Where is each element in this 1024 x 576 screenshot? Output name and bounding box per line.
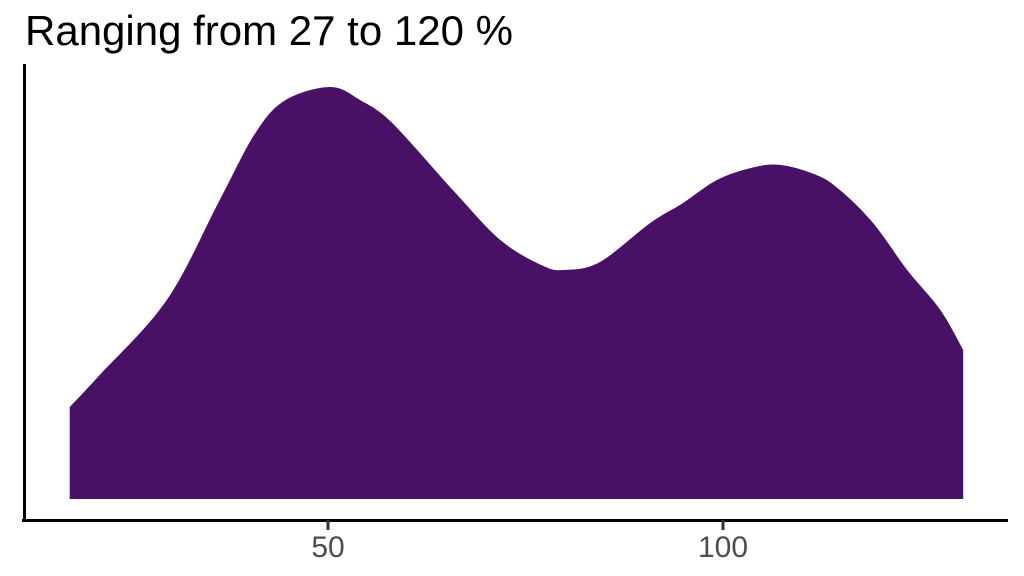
density-area: [69, 87, 964, 499]
x-axis-ticks: 50 100: [311, 520, 748, 564]
x-tick-label: 50: [311, 531, 344, 564]
chart-title: Ranging from 27 to 120 %: [25, 7, 513, 54]
x-tick-label: 100: [698, 531, 748, 564]
